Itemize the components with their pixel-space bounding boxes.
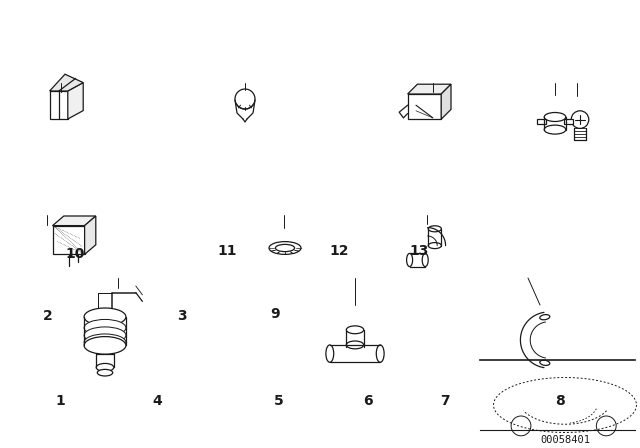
Bar [537, 119, 546, 124]
Polygon shape [50, 74, 83, 91]
Polygon shape [408, 84, 451, 94]
Text: 9: 9 [270, 306, 280, 321]
Ellipse shape [84, 327, 126, 344]
Ellipse shape [428, 226, 442, 232]
Ellipse shape [84, 319, 126, 336]
Ellipse shape [422, 254, 428, 267]
Bar [564, 119, 573, 124]
Ellipse shape [96, 363, 114, 371]
Ellipse shape [540, 360, 550, 366]
Text: 13: 13 [410, 244, 429, 258]
Ellipse shape [97, 370, 113, 376]
Ellipse shape [84, 336, 126, 354]
Circle shape [572, 111, 589, 129]
Polygon shape [50, 91, 68, 119]
Text: 3: 3 [177, 309, 188, 323]
Polygon shape [52, 216, 96, 226]
Ellipse shape [84, 334, 126, 351]
Polygon shape [408, 94, 441, 119]
Text: 12: 12 [330, 244, 349, 258]
Text: 11: 11 [218, 244, 237, 258]
Ellipse shape [326, 345, 333, 362]
Ellipse shape [540, 314, 550, 320]
Ellipse shape [544, 112, 566, 121]
Ellipse shape [275, 245, 294, 252]
Ellipse shape [84, 308, 126, 326]
Polygon shape [52, 226, 84, 254]
Text: 4: 4 [152, 394, 162, 408]
Text: 00058401: 00058401 [540, 435, 590, 445]
Text: 10: 10 [66, 247, 85, 262]
Ellipse shape [346, 326, 364, 334]
Polygon shape [68, 82, 83, 119]
Polygon shape [441, 84, 451, 119]
Text: 7: 7 [440, 394, 450, 408]
Ellipse shape [376, 345, 384, 362]
Text: 8: 8 [555, 394, 565, 408]
Ellipse shape [346, 341, 364, 349]
Text: 2: 2 [43, 309, 53, 323]
Ellipse shape [544, 125, 566, 134]
Polygon shape [84, 216, 96, 254]
Text: 1: 1 [56, 394, 66, 408]
Ellipse shape [269, 241, 301, 254]
Text: 6: 6 [363, 394, 373, 408]
Ellipse shape [428, 243, 442, 249]
Text: 5: 5 [273, 394, 284, 408]
Ellipse shape [406, 254, 413, 267]
